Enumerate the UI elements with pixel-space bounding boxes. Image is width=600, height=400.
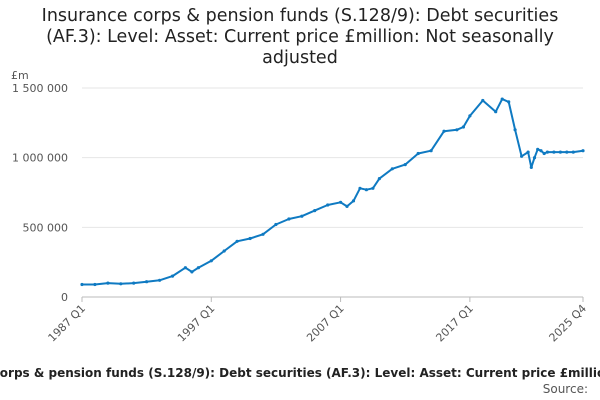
gridlines: [82, 87, 583, 228]
data-point: [565, 150, 569, 154]
data-point: [287, 217, 291, 221]
data-point: [461, 125, 465, 129]
data-point: [326, 203, 330, 207]
data-point: [455, 128, 459, 132]
data-point: [274, 222, 278, 227]
data-point: [313, 209, 317, 213]
x-tick-label: 1987 Q1: [46, 302, 89, 345]
data-point: [529, 165, 533, 169]
x-tick-label: 2007 Q1: [304, 302, 347, 345]
data-point: [364, 188, 368, 192]
y-tick-label: 1 500 000: [12, 82, 68, 95]
data-point: [571, 150, 575, 154]
data-point: [158, 278, 162, 282]
source-label: Source:: [542, 382, 588, 396]
data-point: [507, 100, 511, 104]
data-point: [520, 154, 524, 158]
data-point: [390, 167, 394, 171]
y-axis-ticks: 0 500 000 1 000 000 1 500 000: [12, 82, 68, 304]
data-point: [106, 281, 110, 285]
series-line: [82, 98, 584, 286]
y-tick-label: 0: [61, 291, 68, 304]
data-point: [552, 150, 556, 154]
data-point: [371, 186, 375, 190]
data-point: [190, 270, 194, 274]
data-points: [80, 97, 585, 287]
data-point: [358, 186, 362, 190]
data-point: [345, 204, 349, 208]
data-point: [300, 214, 304, 218]
data-point: [532, 156, 537, 160]
data-point: [235, 239, 239, 243]
chart-title: Insurance corps & pension funds (S.128/9…: [41, 6, 559, 68]
data-point: [261, 232, 265, 236]
data-point: [351, 199, 356, 203]
data-point: [209, 259, 213, 263]
data-point: [93, 282, 97, 287]
data-point: [80, 282, 84, 287]
data-point: [526, 150, 530, 154]
data-point: [119, 282, 123, 286]
data-point: [183, 266, 187, 270]
data-point: [416, 151, 420, 156]
data-point: [558, 150, 563, 154]
data-point: [442, 129, 446, 133]
data-point: [500, 97, 504, 101]
data-point: [539, 149, 543, 153]
data-point: [513, 128, 517, 132]
data-point: [468, 114, 472, 118]
y-tick-label: 500 000: [23, 221, 69, 234]
y-tick-label: 1 000 000: [12, 152, 68, 165]
y-axis-unit-label: £m: [11, 69, 29, 82]
footer-title: Insurance corps & pension funds (S.128/9…: [0, 366, 600, 380]
x-tick-label: 2025 Q4: [547, 302, 590, 345]
x-tick-label: 1997 Q1: [175, 302, 218, 345]
data-point: [196, 266, 200, 270]
footer-title-strip: Insurance corps & pension funds (S.128/9…: [0, 366, 600, 382]
x-tick-label: 2017 Q1: [433, 302, 476, 345]
x-axis-ticks: 1987 Q1 1997 Q1 2007 Q1 2017 Q1 2025 Q4: [46, 297, 590, 345]
data-point: [494, 110, 498, 114]
data-point: [545, 150, 550, 154]
data-point: [145, 280, 149, 284]
data-point: [222, 249, 226, 253]
data-point: [248, 236, 252, 241]
data-point: [170, 274, 175, 278]
data-point: [536, 147, 540, 151]
data-point: [403, 163, 407, 167]
data-point: [481, 98, 485, 103]
data-point: [542, 151, 546, 156]
data-point: [132, 281, 136, 285]
data-point: [377, 177, 381, 181]
data-point: [581, 149, 585, 153]
data-point: [429, 149, 433, 153]
data-point: [339, 200, 343, 204]
